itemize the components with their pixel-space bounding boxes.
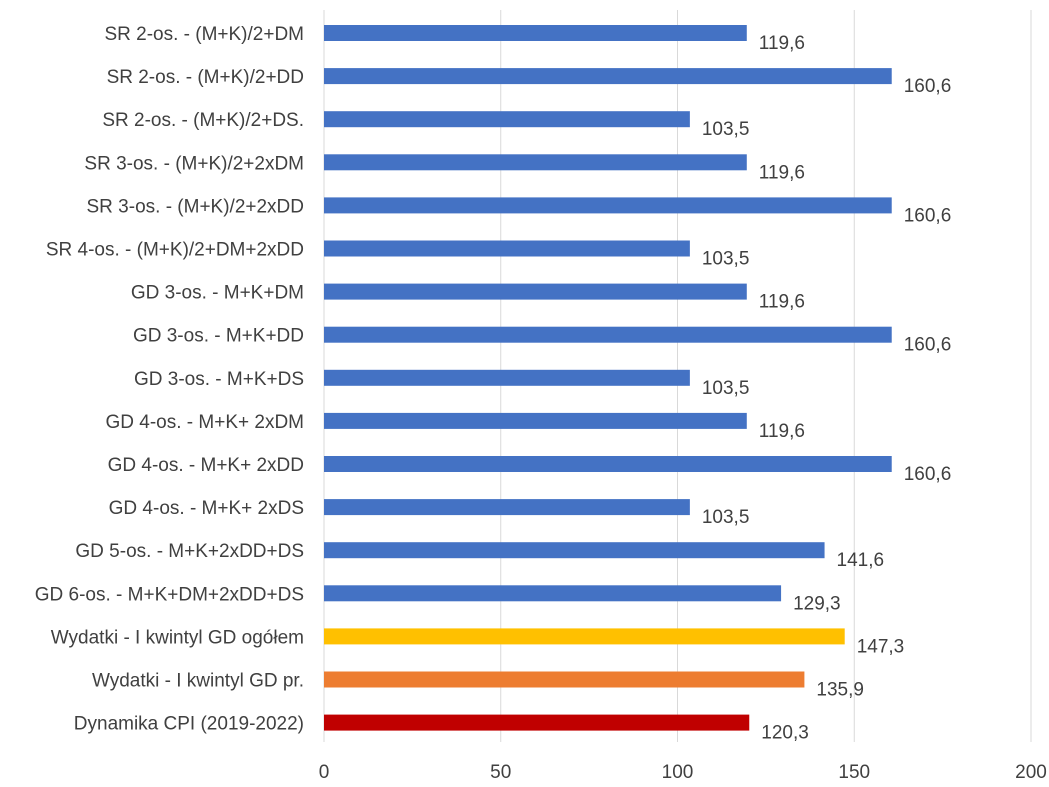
category-label: Wydatki - I kwintyl GD ogółem bbox=[51, 627, 304, 648]
bar bbox=[324, 111, 690, 128]
data-label: 160,6 bbox=[904, 464, 952, 485]
data-label: 119,6 bbox=[759, 292, 805, 313]
bar bbox=[324, 499, 690, 516]
bar bbox=[324, 369, 690, 386]
category-label: SR 3-os. - (M+K)/2+2xDM bbox=[84, 153, 304, 174]
x-tick-label: 0 bbox=[319, 762, 330, 783]
data-label: 135,9 bbox=[816, 680, 864, 701]
category-label: SR 4-os. - (M+K)/2+DM+2xDD bbox=[46, 240, 304, 261]
category-label: GD 3-os. - M+K+DD bbox=[133, 326, 304, 347]
bar bbox=[324, 456, 892, 472]
bars bbox=[324, 25, 892, 731]
bar bbox=[324, 283, 747, 300]
data-label: 129,3 bbox=[793, 593, 841, 614]
data-label: 103,5 bbox=[702, 507, 750, 528]
data-label: 103,5 bbox=[702, 249, 750, 270]
bar bbox=[324, 714, 750, 731]
x-tick-label: 100 bbox=[662, 762, 694, 783]
category-label: SR 2-os. - (M+K)/2+DD bbox=[107, 67, 304, 88]
bar bbox=[324, 671, 805, 688]
data-label: 119,6 bbox=[759, 33, 805, 54]
category-label: SR 2-os. - (M+K)/2+DM bbox=[104, 24, 304, 45]
category-label: Dynamika CPI (2019-2022) bbox=[74, 714, 304, 735]
bar bbox=[324, 628, 845, 645]
category-label: GD 4-os. - M+K+ 2xDS bbox=[109, 498, 304, 519]
data-label: 119,6 bbox=[759, 162, 805, 183]
category-label: SR 2-os. - (M+K)/2+DS. bbox=[102, 110, 304, 131]
data-label: 120,3 bbox=[761, 723, 809, 744]
bar bbox=[324, 585, 782, 602]
x-axis-tick-labels: 0 50 100 150 200 bbox=[319, 762, 1047, 783]
bar bbox=[324, 412, 747, 429]
data-label: 103,5 bbox=[702, 119, 750, 140]
bar bbox=[324, 68, 892, 85]
data-labels: 119,6 160,6 103,5 119,6 160,6 103,5 119,6 160,6… bbox=[702, 33, 951, 744]
bar bbox=[324, 197, 892, 214]
x-tick-label: 50 bbox=[490, 762, 511, 783]
data-label: 160,6 bbox=[904, 335, 952, 356]
category-labels: SR 2-os. - (M+K)/2+DM SR 2-os. - (M+K)/2+… bbox=[35, 24, 304, 735]
data-label: 141,6 bbox=[837, 550, 885, 571]
data-label: 147,3 bbox=[857, 636, 905, 657]
category-label: Wydatki - I kwintyl GD pr. bbox=[92, 671, 304, 692]
data-label: 103,5 bbox=[702, 378, 750, 399]
bar bbox=[324, 542, 825, 559]
data-label: 119,6 bbox=[759, 421, 805, 442]
category-label: SR 3-os. - (M+K)/2+2xDD bbox=[87, 196, 305, 217]
category-label: GD 4-os. - M+K+ 2xDM bbox=[106, 412, 305, 433]
data-label: 160,6 bbox=[904, 76, 952, 97]
x-tick-label: 200 bbox=[1015, 762, 1047, 783]
category-label: GD 6-os. - M+K+DM+2xDD+DS bbox=[35, 584, 304, 605]
bar bbox=[324, 240, 690, 257]
bar bbox=[324, 25, 747, 41]
bar bbox=[324, 326, 892, 343]
bar bbox=[324, 154, 747, 171]
category-label: GD 3-os. - M+K+DS bbox=[134, 369, 304, 390]
data-label: 160,6 bbox=[904, 205, 952, 226]
category-label: GD 4-os. - M+K+ 2xDD bbox=[108, 455, 304, 476]
x-tick-label: 150 bbox=[838, 762, 870, 783]
category-label: GD 3-os. - M+K+DM bbox=[131, 283, 304, 304]
category-label: GD 5-os. - M+K+2xDD+DS bbox=[75, 541, 304, 562]
